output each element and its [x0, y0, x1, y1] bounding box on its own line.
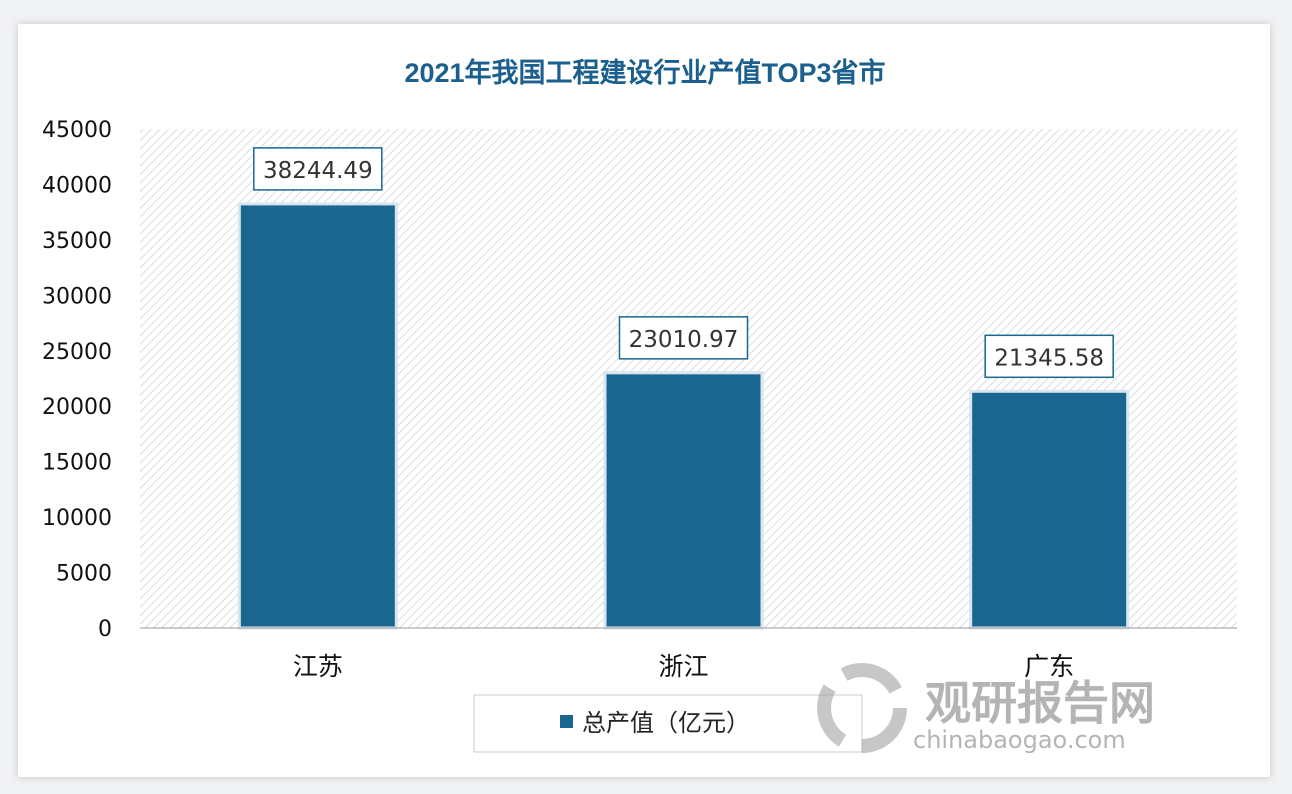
y-tick-label: 30000 [42, 284, 112, 309]
x-tick-label: 江苏 [293, 652, 343, 681]
data-label-box [253, 147, 383, 191]
y-tick-label: 40000 [42, 173, 112, 198]
y-tick-label: 5000 [56, 562, 112, 587]
data-label: 38244.49 [263, 158, 373, 184]
x-tick-label: 浙江 [658, 652, 708, 681]
bar [969, 389, 1130, 630]
legend-label: 总产值（亿元） [582, 709, 750, 737]
y-tick-label: 45000 [42, 118, 112, 143]
chart-title: 2021年我国工程建设行业产值TOP3省市 [404, 57, 885, 88]
y-tick-label: 20000 [42, 395, 112, 420]
legend: 总产值（亿元） [473, 694, 863, 753]
x-tick-label: 广东 [1024, 652, 1074, 681]
watermark-logo-icon [817, 663, 907, 753]
watermark-brand: 观研报告网 [925, 676, 1155, 730]
watermark: 观研报告网 chinabaogao.com [817, 663, 1155, 754]
legend-swatch [560, 715, 573, 728]
y-tick-label: 10000 [42, 506, 112, 531]
data-label: 21345.58 [994, 345, 1104, 371]
y-tick-label: 0 [98, 617, 112, 642]
y-tick-label: 25000 [42, 340, 112, 365]
data-label-box [984, 334, 1114, 379]
watermark-url: chinabaogao.com [913, 726, 1126, 754]
data-label: 23010.97 [629, 327, 739, 353]
bar [237, 202, 398, 630]
y-tick-label: 15000 [42, 451, 112, 476]
data-label-box [618, 316, 749, 360]
y-tick-label: 35000 [42, 229, 112, 254]
bar [603, 371, 764, 630]
